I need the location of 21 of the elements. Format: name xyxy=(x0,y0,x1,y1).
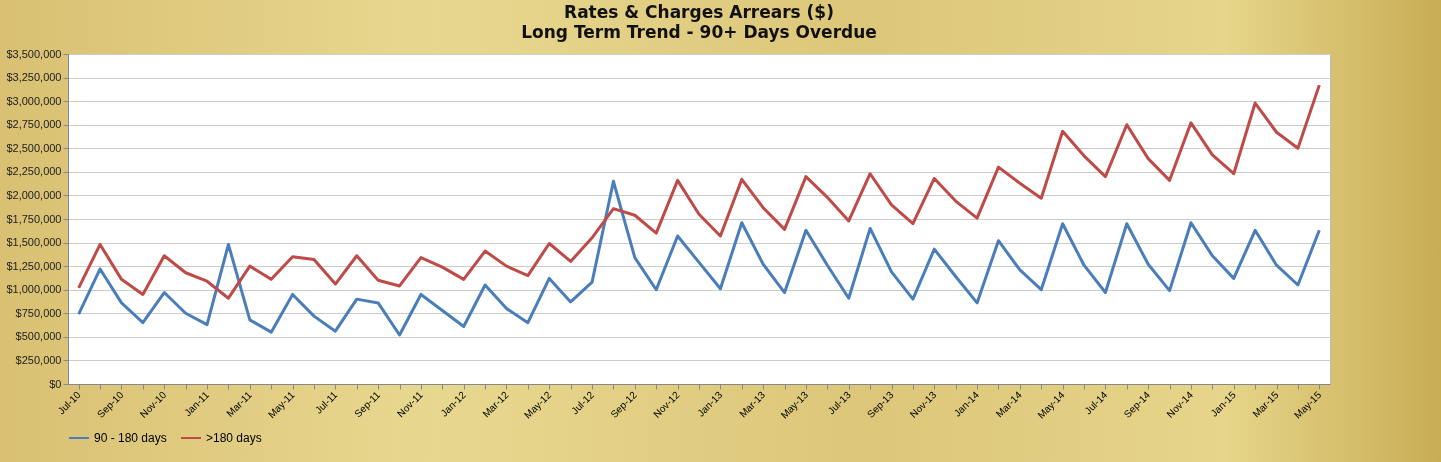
y-tick-label: $3,000,000 xyxy=(6,94,62,107)
y-tick-label: $3,500,000 xyxy=(6,47,62,60)
y-tick-label: $1,000,000 xyxy=(6,283,62,296)
y-tick-label: $1,250,000 xyxy=(6,259,62,272)
chart-title: Rates & Charges Arrears ($) xyxy=(564,2,834,22)
chart-subtitle: Long Term Trend - 90+ Days Overdue xyxy=(521,22,877,42)
y-tick-label: $2,500,000 xyxy=(6,141,62,154)
y-tick-label: $3,250,000 xyxy=(6,71,62,84)
y-tick-label: $1,750,000 xyxy=(6,212,62,225)
y-tick-label: $2,750,000 xyxy=(6,118,62,131)
y-tick-label: $2,000,000 xyxy=(6,188,62,201)
line-series xyxy=(77,83,1321,300)
legend-label: >180 days xyxy=(206,431,262,445)
y-tick-label: $500,000 xyxy=(15,330,62,343)
legend-label: 90 - 180 days xyxy=(94,431,167,445)
y-tick-label: $750,000 xyxy=(15,306,62,319)
y-tick-label: $0 xyxy=(49,377,62,390)
line-series xyxy=(77,179,1321,337)
y-tick-label: $250,000 xyxy=(15,353,62,366)
y-tick-label: $1,500,000 xyxy=(6,236,62,249)
y-tick-label: $2,250,000 xyxy=(6,165,62,178)
